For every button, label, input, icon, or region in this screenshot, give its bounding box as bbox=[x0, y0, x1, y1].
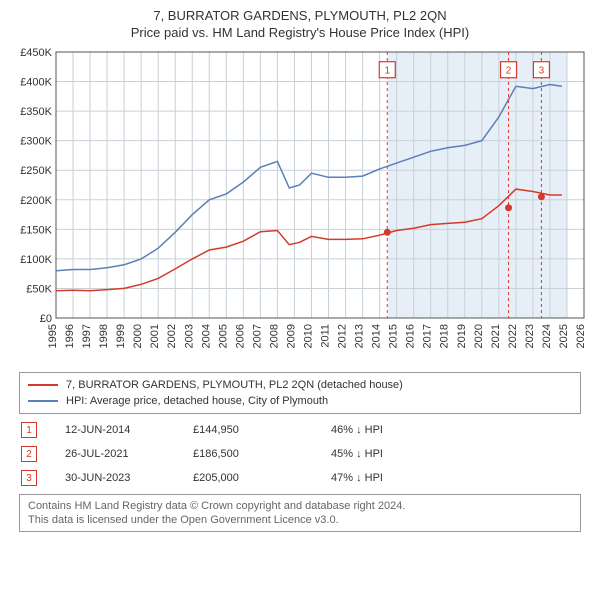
transaction-marker: 2 bbox=[21, 446, 37, 462]
transaction-row: 3 30-JUN-2023 £205,000 47% ↓ HPI bbox=[19, 470, 581, 486]
svg-text:1996: 1996 bbox=[64, 324, 76, 348]
svg-text:2006: 2006 bbox=[234, 324, 246, 348]
transaction-marker: 1 bbox=[21, 422, 37, 438]
svg-text:2013: 2013 bbox=[354, 324, 366, 348]
legend-swatch bbox=[28, 400, 58, 402]
transaction-row: 1 12-JUN-2014 £144,950 46% ↓ HPI bbox=[19, 422, 581, 438]
svg-text:2010: 2010 bbox=[302, 324, 314, 348]
price-chart: £0 £50K £100K £150K £200K £250K £300K £350K £400… bbox=[10, 46, 590, 366]
svg-text:2007: 2007 bbox=[251, 324, 263, 348]
svg-text:2024: 2024 bbox=[541, 324, 553, 348]
svg-text:2014: 2014 bbox=[371, 324, 383, 348]
svg-text:2009: 2009 bbox=[285, 324, 297, 348]
legend-label: HPI: Average price, detached house, City… bbox=[66, 393, 328, 409]
svg-text:£0: £0 bbox=[40, 313, 52, 325]
svg-text:2023: 2023 bbox=[524, 324, 536, 348]
transaction-delta: 45% ↓ HPI bbox=[331, 448, 451, 460]
page-subtitle: Price paid vs. HM Land Registry's House … bbox=[10, 25, 590, 40]
svg-text:£200K: £200K bbox=[20, 195, 52, 207]
legend-row: HPI: Average price, detached house, City… bbox=[28, 393, 572, 409]
svg-text:2017: 2017 bbox=[422, 324, 434, 348]
svg-text:1998: 1998 bbox=[98, 324, 110, 348]
svg-text:2019: 2019 bbox=[456, 324, 468, 348]
transaction-price: £186,500 bbox=[193, 448, 303, 460]
svg-text:£50K: £50K bbox=[26, 283, 52, 295]
transaction-price: £205,000 bbox=[193, 472, 303, 484]
legend-row: 7, BURRATOR GARDENS, PLYMOUTH, PL2 2QN (… bbox=[28, 377, 572, 393]
svg-text:£400K: £400K bbox=[20, 77, 52, 89]
svg-text:£150K: £150K bbox=[20, 224, 52, 236]
svg-text:£300K: £300K bbox=[20, 136, 52, 148]
svg-text:£100K: £100K bbox=[20, 254, 52, 266]
svg-text:£450K: £450K bbox=[20, 47, 52, 59]
svg-text:1995: 1995 bbox=[47, 324, 59, 348]
transaction-date: 26-JUL-2021 bbox=[65, 448, 165, 460]
legend-swatch bbox=[28, 384, 58, 386]
transaction-price: £144,950 bbox=[193, 424, 303, 436]
transaction-delta: 46% ↓ HPI bbox=[331, 424, 451, 436]
legend-label: 7, BURRATOR GARDENS, PLYMOUTH, PL2 2QN (… bbox=[66, 377, 403, 393]
svg-text:2003: 2003 bbox=[183, 324, 195, 348]
svg-text:£350K: £350K bbox=[20, 106, 52, 118]
svg-text:2002: 2002 bbox=[166, 324, 178, 348]
svg-text:2022: 2022 bbox=[507, 324, 519, 348]
svg-text:3: 3 bbox=[539, 66, 545, 77]
svg-text:1: 1 bbox=[384, 66, 390, 77]
transaction-date: 12-JUN-2014 bbox=[65, 424, 165, 436]
transaction-row: 2 26-JUL-2021 £186,500 45% ↓ HPI bbox=[19, 446, 581, 462]
svg-text:2018: 2018 bbox=[439, 324, 451, 348]
transaction-marker: 3 bbox=[21, 470, 37, 486]
transaction-date: 30-JUN-2023 bbox=[65, 472, 165, 484]
svg-text:2: 2 bbox=[506, 66, 512, 77]
svg-text:2000: 2000 bbox=[132, 324, 144, 348]
svg-text:2016: 2016 bbox=[405, 324, 417, 348]
svg-text:2008: 2008 bbox=[268, 324, 280, 348]
footer-line: This data is licensed under the Open Gov… bbox=[28, 513, 572, 527]
svg-text:2021: 2021 bbox=[490, 324, 502, 348]
svg-text:£250K: £250K bbox=[20, 165, 52, 177]
svg-text:2025: 2025 bbox=[558, 324, 570, 348]
svg-text:2005: 2005 bbox=[217, 324, 229, 348]
footer-line: Contains HM Land Registry data © Crown c… bbox=[28, 499, 572, 513]
svg-text:2012: 2012 bbox=[337, 324, 349, 348]
svg-text:1997: 1997 bbox=[81, 324, 93, 348]
transaction-delta: 47% ↓ HPI bbox=[331, 472, 451, 484]
svg-text:2026: 2026 bbox=[575, 324, 587, 348]
svg-text:2001: 2001 bbox=[149, 324, 161, 348]
transactions-table: 1 12-JUN-2014 £144,950 46% ↓ HPI 2 26-JUL-202… bbox=[19, 422, 581, 486]
footer-attribution: Contains HM Land Registry data © Crown c… bbox=[19, 494, 581, 532]
svg-text:2020: 2020 bbox=[473, 324, 485, 348]
svg-text:2004: 2004 bbox=[200, 324, 212, 348]
svg-text:2015: 2015 bbox=[388, 324, 400, 348]
svg-text:1999: 1999 bbox=[115, 324, 127, 348]
legend: 7, BURRATOR GARDENS, PLYMOUTH, PL2 2QN (… bbox=[19, 372, 581, 414]
svg-text:2011: 2011 bbox=[320, 324, 332, 348]
page-title: 7, BURRATOR GARDENS, PLYMOUTH, PL2 2QN bbox=[10, 8, 590, 23]
